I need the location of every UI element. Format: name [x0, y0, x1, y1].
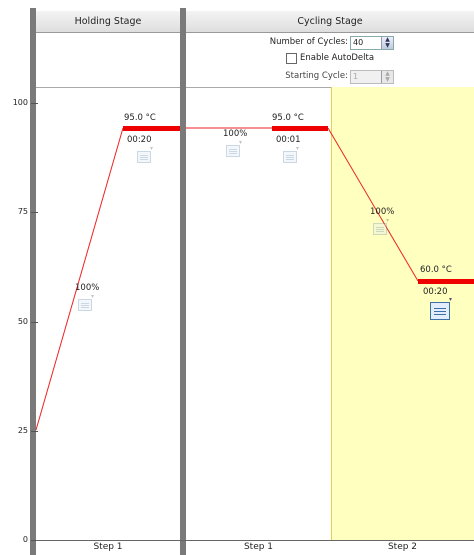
ramp-line	[35, 127, 124, 431]
hold-line	[123, 126, 180, 131]
starting-cycle-spinner: 1 ▲ ▼	[350, 70, 394, 84]
step-label[interactable]: Step 1	[243, 542, 274, 552]
step-label[interactable]: Step 1	[93, 542, 123, 552]
y-tick-75: 75	[0, 206, 38, 218]
step-hold-time[interactable]: 00:01	[276, 135, 301, 145]
data-collection-icon[interactable]: ▾	[136, 145, 153, 163]
step-temperature[interactable]: 95.0 °C	[272, 113, 304, 123]
y-tick-0: 0	[0, 534, 38, 546]
step-temperature[interactable]: 95.0 °C	[124, 113, 156, 123]
y-tick-50: 50	[0, 316, 38, 328]
step-hold-time[interactable]: 00:20	[127, 135, 152, 145]
starting-cycle-value: 1	[353, 72, 359, 81]
step-hold-time[interactable]: 00:20	[423, 287, 448, 297]
cycles-value: 40	[353, 38, 364, 47]
y-tick-100: 100	[0, 97, 38, 109]
autodelta-checkbox[interactable]	[286, 53, 297, 64]
step-temperature[interactable]: 60.0 °C	[420, 265, 452, 275]
ramp-rate[interactable]: 100%	[75, 283, 100, 293]
cycles-label: Number of Cycles:	[269, 37, 348, 47]
selected-step-highlight[interactable]	[331, 87, 474, 540]
stage-header-cycling[interactable]: Cycling Stage	[186, 11, 474, 33]
data-collection-icon[interactable]: ▾	[77, 293, 94, 311]
autodelta-label: Enable AutoDelta	[300, 53, 375, 63]
ramp-rate[interactable]: 100%	[370, 207, 395, 217]
spinner-arrows-icon[interactable]: ▲ ▼	[381, 37, 393, 49]
left-border-bar	[30, 8, 36, 555]
y-tick-25: 25	[0, 425, 38, 437]
stage-header-holding[interactable]: Holding Stage	[36, 11, 180, 33]
step-label[interactable]: Step 2	[387, 542, 418, 552]
ramp-line	[327, 127, 419, 282]
data-collection-icon[interactable]: ▾	[282, 145, 299, 163]
hold-line	[272, 126, 328, 131]
data-collection-icon[interactable]: ▾	[372, 217, 389, 235]
data-collection-icon[interactable]: ▾	[429, 296, 452, 320]
spinner-arrows-icon: ▲ ▼	[381, 71, 393, 83]
hold-line	[418, 279, 474, 284]
cycles-spinner[interactable]: 40 ▲ ▼	[350, 36, 394, 50]
header-divider	[36, 87, 180, 88]
data-collection-icon[interactable]: ▾	[225, 139, 242, 157]
stage-separator[interactable]	[180, 8, 186, 555]
starting-cycle-label: Starting Cycle:	[285, 71, 348, 81]
header-divider	[186, 87, 331, 88]
x-axis-line	[36, 540, 474, 541]
ramp-rate[interactable]: 100%	[223, 129, 248, 139]
